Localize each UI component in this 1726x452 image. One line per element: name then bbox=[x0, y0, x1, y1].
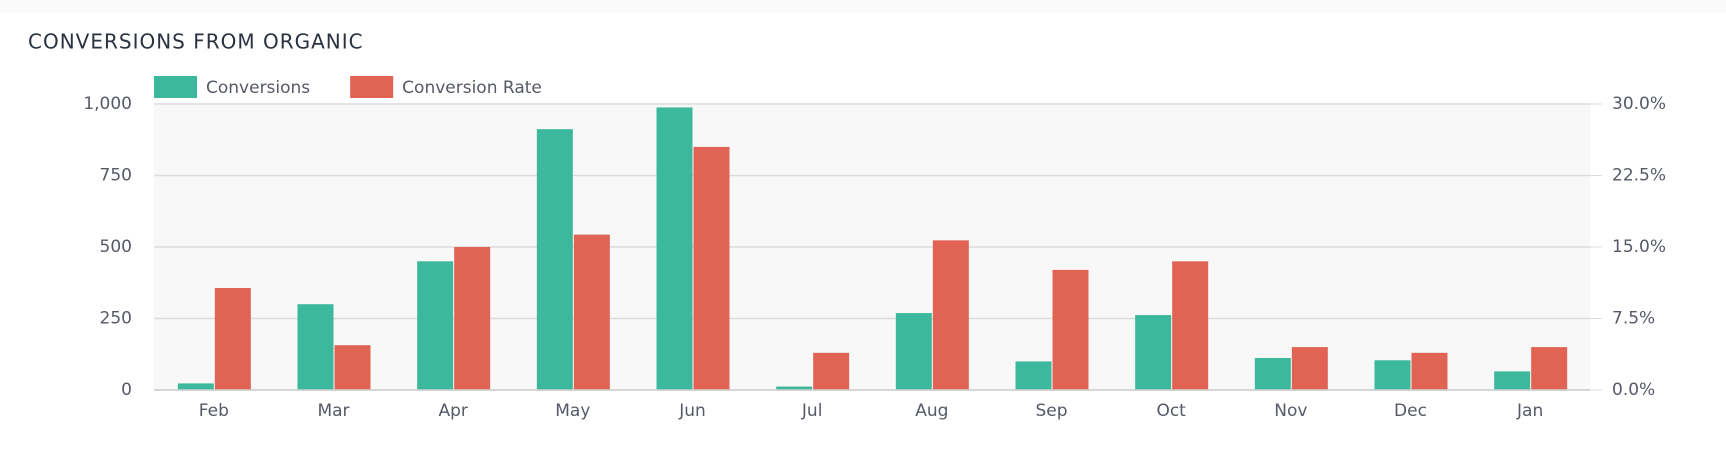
x-tick-label: Nov bbox=[1274, 401, 1307, 421]
y-tick-label: 500 bbox=[100, 237, 132, 257]
bar bbox=[776, 386, 813, 390]
legend-label: Conversion Rate bbox=[402, 78, 542, 98]
x-tick-label: Jan bbox=[1516, 401, 1543, 421]
bar bbox=[334, 345, 371, 390]
bar bbox=[1494, 371, 1531, 390]
legend-label: Conversions bbox=[206, 78, 310, 98]
bar bbox=[656, 107, 693, 390]
x-tick-label: Oct bbox=[1156, 401, 1186, 421]
y2-tick-label: 0.0% bbox=[1612, 380, 1655, 400]
legend-swatch bbox=[154, 76, 197, 98]
bar bbox=[1531, 347, 1568, 390]
y2-tick-label: 7.5% bbox=[1612, 309, 1655, 329]
y2-tick-label: 15.0% bbox=[1612, 237, 1666, 257]
bar bbox=[297, 304, 334, 390]
bar bbox=[1135, 315, 1172, 390]
bar bbox=[1374, 360, 1411, 390]
x-tick-label: Feb bbox=[199, 401, 229, 421]
bar bbox=[573, 234, 610, 390]
x-tick-label: Dec bbox=[1394, 401, 1427, 421]
bar bbox=[1015, 361, 1052, 390]
x-tick-label: Jun bbox=[678, 401, 706, 421]
x-tick-label: Jul bbox=[801, 401, 823, 421]
bar bbox=[932, 240, 969, 390]
x-tick-label: May bbox=[555, 401, 590, 421]
y-tick-label: 250 bbox=[100, 309, 132, 329]
y2-tick-label: 30.0% bbox=[1612, 94, 1666, 114]
legend-swatch bbox=[350, 76, 394, 98]
bar bbox=[1052, 269, 1089, 390]
x-tick-label: Mar bbox=[317, 401, 349, 421]
x-tick-label: Aug bbox=[915, 401, 948, 421]
x-tick-label: Sep bbox=[1035, 401, 1067, 421]
bar bbox=[417, 261, 454, 390]
bar bbox=[536, 129, 573, 390]
y-tick-label: 0 bbox=[121, 380, 132, 400]
y-tick-label: 1,000 bbox=[83, 94, 132, 114]
bar bbox=[895, 313, 932, 390]
bar bbox=[177, 383, 214, 390]
bar bbox=[1291, 347, 1328, 390]
bar bbox=[813, 352, 850, 390]
bar bbox=[214, 287, 251, 390]
bar bbox=[1411, 352, 1448, 390]
bar bbox=[454, 247, 491, 390]
bar bbox=[1254, 357, 1291, 390]
x-tick-label: Apr bbox=[438, 401, 467, 421]
chart-title: CONVERSIONS FROM ORGANIC bbox=[28, 30, 364, 54]
y2-tick-label: 22.5% bbox=[1612, 166, 1666, 186]
y-tick-label: 750 bbox=[100, 166, 132, 186]
bar bbox=[693, 146, 730, 390]
bar bbox=[1172, 261, 1209, 390]
